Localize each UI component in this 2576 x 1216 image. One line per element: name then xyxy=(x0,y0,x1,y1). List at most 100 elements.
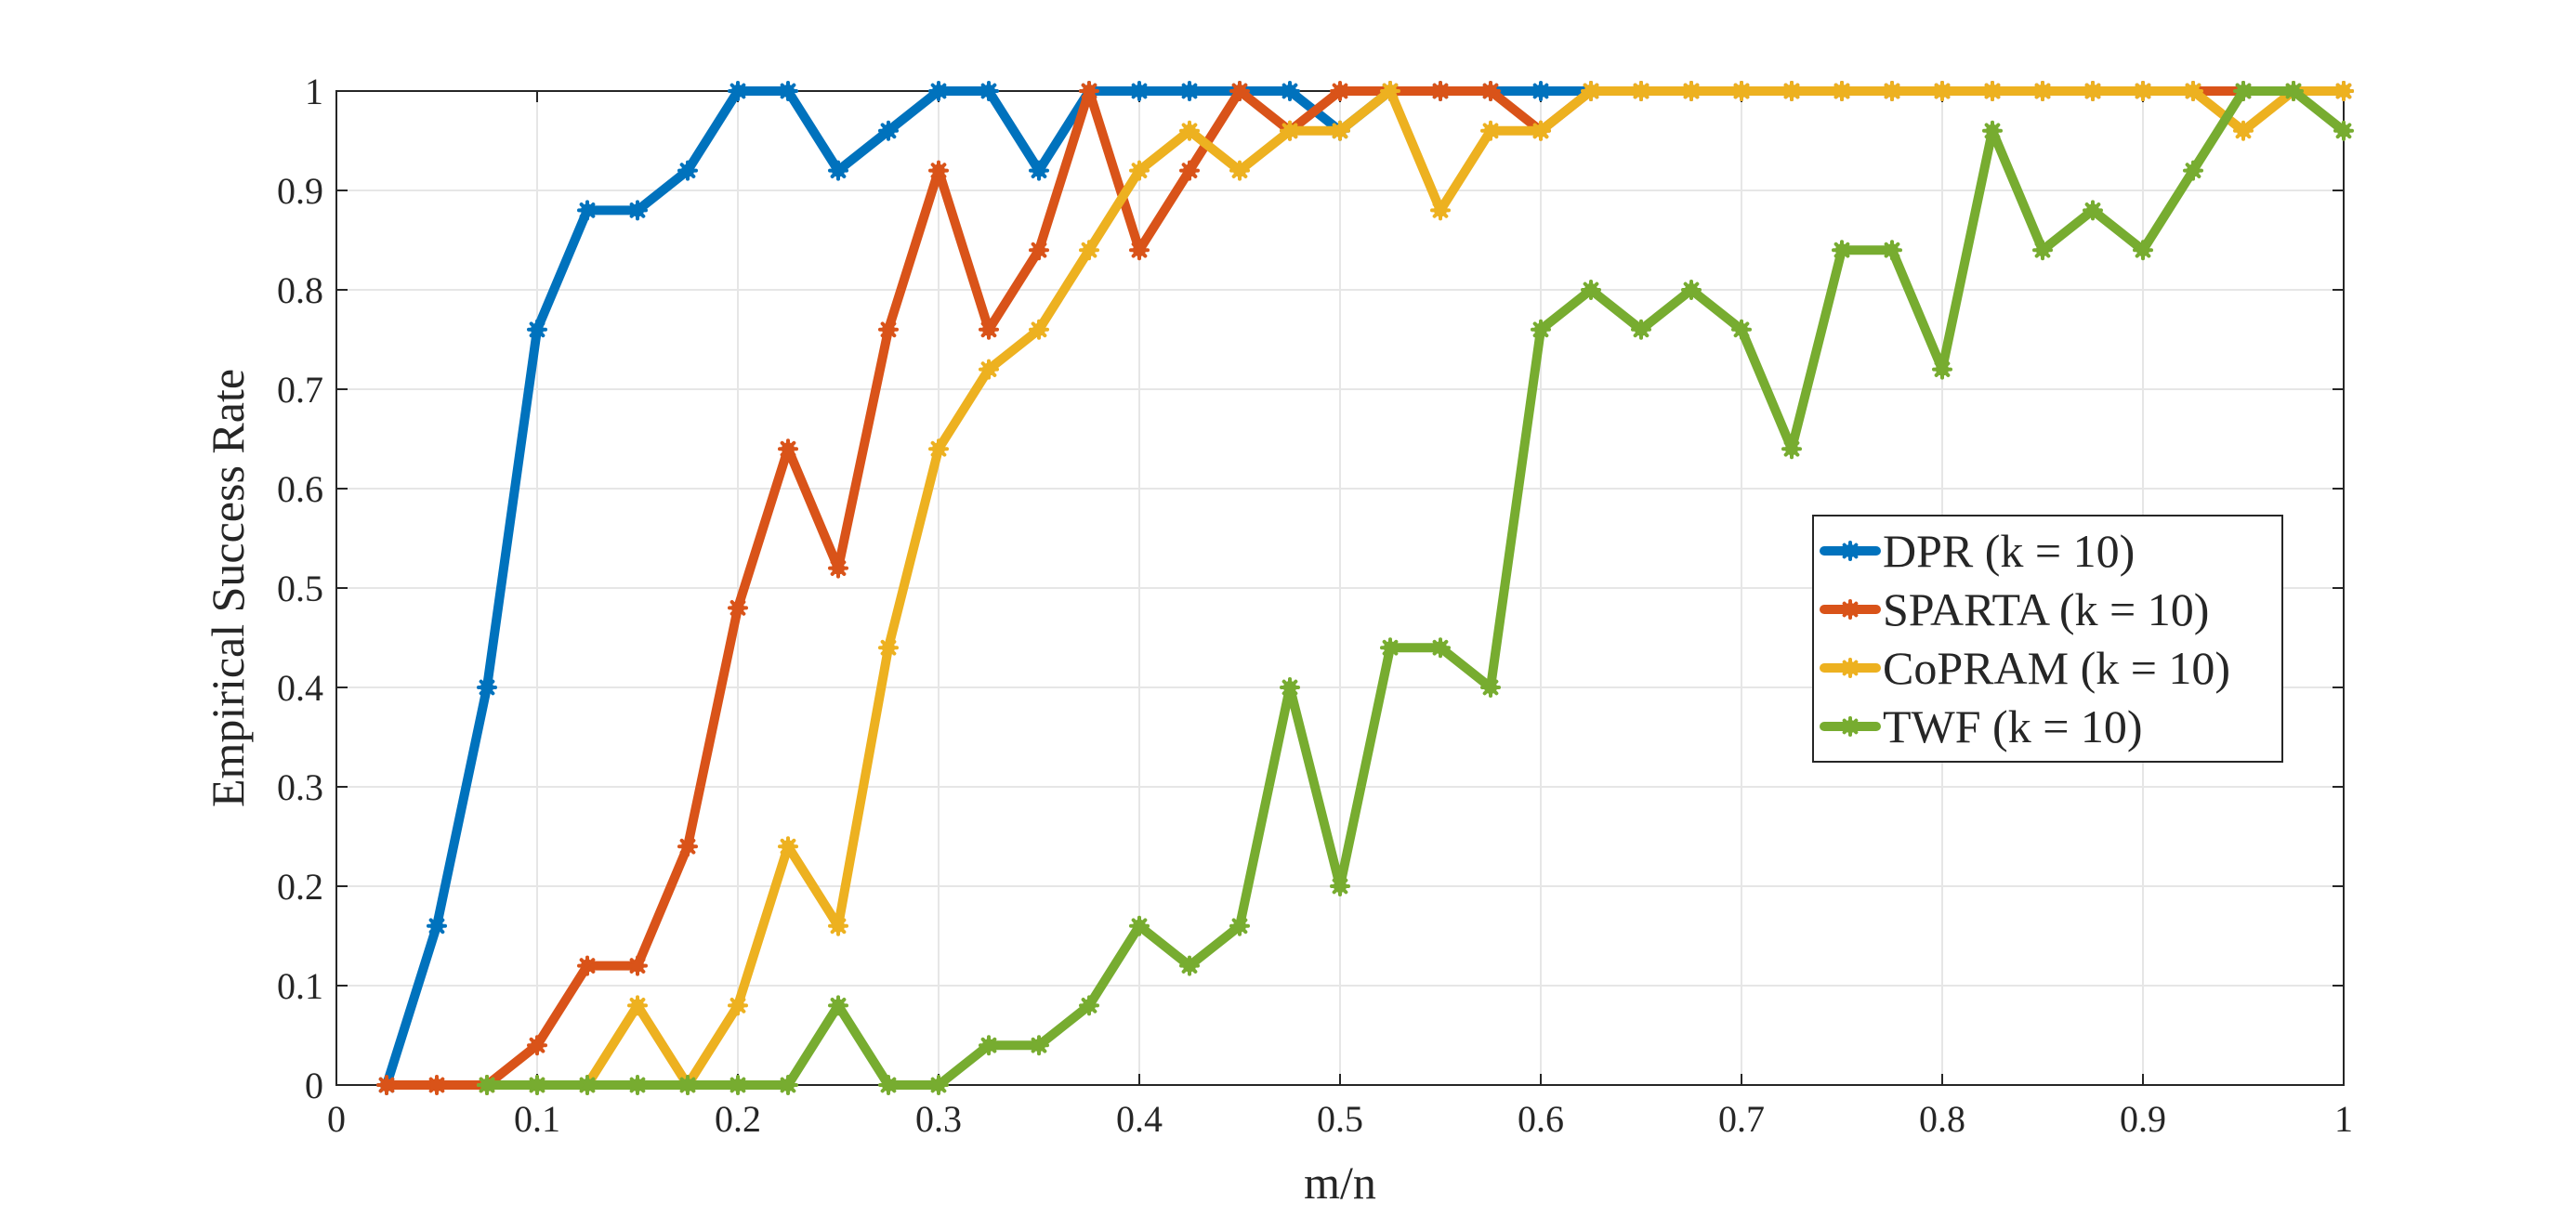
axis-ticks: 0 0.1 0.2 0.3 0.4 0.5 0.6 0.7 0.8 0.9 1 0 0.1 0.2 0.3 0… xyxy=(277,71,2353,1140)
legend: DPR (k = 10) SPARTA (k = 10) CoPRAM (k = 1… xyxy=(1812,515,2283,763)
data-point xyxy=(1531,120,1551,141)
data-point xyxy=(2083,81,2103,101)
y-tick-label: 0.4 xyxy=(277,667,323,709)
data-point xyxy=(1430,81,1451,101)
data-point xyxy=(677,160,698,181)
data-point xyxy=(477,1075,497,1095)
legend-entry: SPARTA (k = 10) xyxy=(1820,583,2209,635)
legend-entry: DPR (k = 10) xyxy=(1820,525,2135,577)
data-point xyxy=(1079,81,1099,101)
data-point xyxy=(376,1075,397,1095)
data-point xyxy=(1731,319,1752,340)
data-point xyxy=(2183,160,2203,181)
data-point xyxy=(577,955,598,976)
legend-marker xyxy=(1840,599,1860,620)
data-point xyxy=(928,160,949,181)
y-tick-label: 0.1 xyxy=(277,965,323,1007)
data-point xyxy=(2083,200,2103,221)
x-axis-title: m/n xyxy=(1304,1157,1376,1209)
data-point xyxy=(828,995,848,1016)
series-3 xyxy=(477,81,2354,1095)
data-point xyxy=(979,1035,999,1056)
legend-label: CoPRAM (k = 10) xyxy=(1883,642,2230,694)
y-tick-label: 0.8 xyxy=(277,269,323,311)
data-point xyxy=(1480,677,1501,698)
y-tick-label: 0.5 xyxy=(277,568,323,609)
data-point xyxy=(1480,81,1501,101)
legend-label: DPR (k = 10) xyxy=(1883,525,2135,577)
data-point xyxy=(878,319,899,340)
data-point xyxy=(2032,240,2053,261)
data-point xyxy=(1079,995,1099,1016)
data-point xyxy=(2133,240,2153,261)
data-point xyxy=(928,438,949,460)
y-tick-label: 0 xyxy=(305,1065,323,1106)
data-point xyxy=(1179,955,1200,976)
data-point xyxy=(1531,81,1551,101)
data-point xyxy=(527,319,547,340)
data-point xyxy=(1229,81,1250,101)
data-point xyxy=(1029,319,1049,340)
data-point xyxy=(2133,81,2153,101)
data-point xyxy=(1380,81,1400,101)
data-point xyxy=(1430,200,1451,221)
series-4 xyxy=(477,81,2354,1095)
data-point xyxy=(828,160,848,181)
data-point xyxy=(928,1075,949,1095)
data-point xyxy=(1631,81,1651,101)
data-point xyxy=(1832,81,1852,101)
data-point xyxy=(778,438,798,460)
data-point xyxy=(677,1075,698,1095)
data-point xyxy=(1129,915,1150,936)
legend-marker xyxy=(1840,716,1860,737)
data-point xyxy=(1781,438,1802,460)
data-point xyxy=(878,120,899,141)
data-point xyxy=(979,319,999,340)
data-point xyxy=(627,1075,648,1095)
data-point xyxy=(477,677,497,698)
data-point xyxy=(1129,240,1150,261)
data-point xyxy=(1982,120,2003,141)
data-point xyxy=(828,557,848,579)
data-point xyxy=(979,359,999,380)
x-tick-label: 0.5 xyxy=(1317,1098,1363,1140)
x-tick-label: 0.4 xyxy=(1116,1098,1163,1140)
data-point xyxy=(627,955,648,976)
data-point xyxy=(577,200,598,221)
y-axis-title: Empirical Success Rate xyxy=(202,369,254,807)
data-point xyxy=(1380,637,1400,659)
data-point xyxy=(1932,81,1952,101)
data-point xyxy=(627,200,648,221)
x-tick-label: 0.3 xyxy=(915,1098,962,1140)
data-point xyxy=(1631,319,1651,340)
data-point xyxy=(2233,120,2254,141)
data-point xyxy=(979,81,999,101)
data-point xyxy=(728,995,748,1016)
y-tick-label: 0.6 xyxy=(277,468,323,510)
y-tick-label: 0.2 xyxy=(277,866,323,908)
legend-label: SPARTA (k = 10) xyxy=(1883,583,2209,635)
legend-label: TWF (k = 10) xyxy=(1883,700,2143,752)
data-point xyxy=(1079,240,1099,261)
data-point xyxy=(1330,876,1350,896)
data-point xyxy=(1029,1035,1049,1056)
data-point xyxy=(1280,120,1300,141)
data-point xyxy=(1832,240,1852,261)
legend-marker xyxy=(1840,658,1860,678)
data-point xyxy=(828,915,848,936)
data-point xyxy=(677,836,698,857)
x-tick-label: 1 xyxy=(2334,1098,2353,1140)
data-point xyxy=(1280,677,1300,698)
data-point xyxy=(1179,120,1200,141)
data-point xyxy=(1229,915,1250,936)
legend-entry: TWF (k = 10) xyxy=(1820,700,2143,752)
data-point xyxy=(1681,280,1702,300)
data-point xyxy=(778,1075,798,1095)
data-point xyxy=(728,81,748,101)
data-point xyxy=(1280,81,1300,101)
data-point xyxy=(1229,160,1250,181)
data-point xyxy=(2333,81,2354,101)
legend-marker xyxy=(1840,541,1860,561)
